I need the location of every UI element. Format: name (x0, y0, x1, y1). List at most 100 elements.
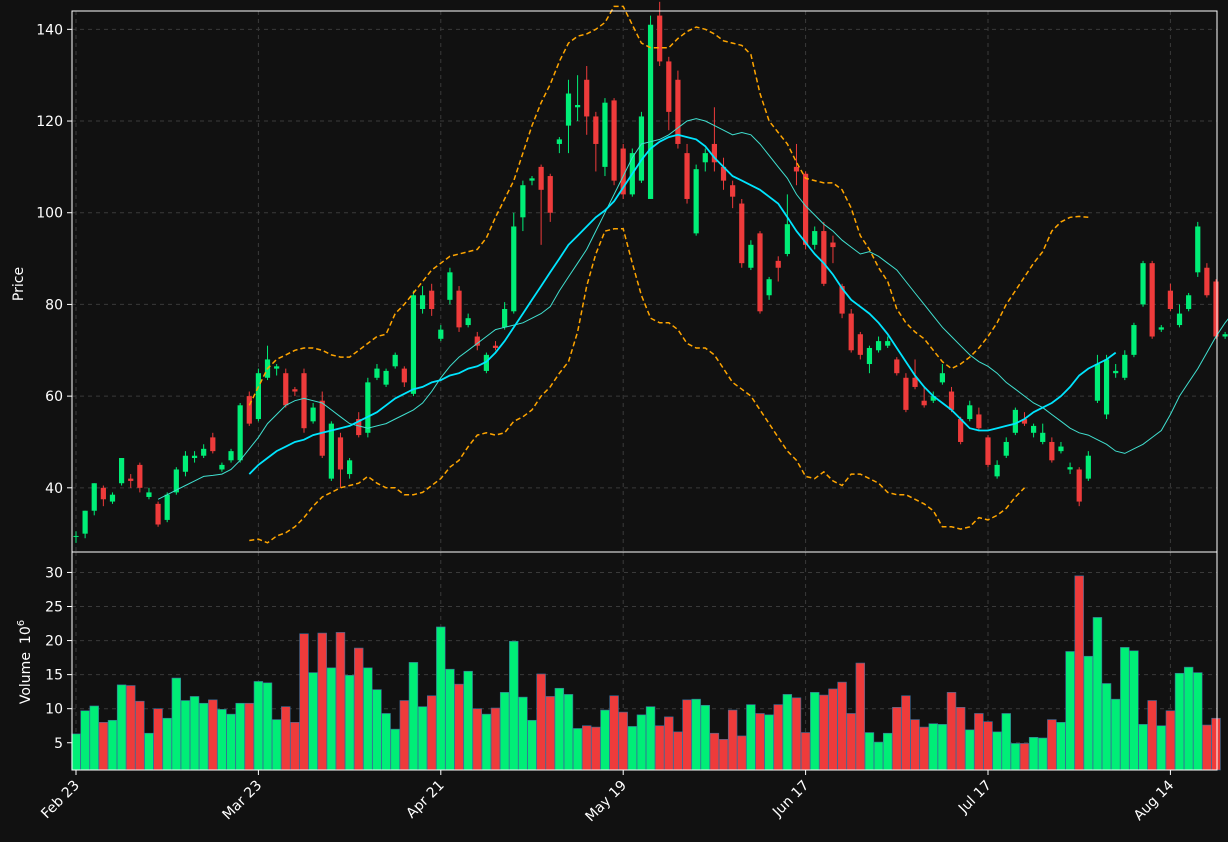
price-tick-label: 60 (45, 389, 63, 405)
candle-body (958, 419, 964, 442)
volume-bars (71, 575, 1221, 771)
volume-bar (591, 726, 601, 771)
candle-body (967, 405, 973, 420)
volume-bar (974, 713, 984, 771)
volume-bar (281, 706, 291, 771)
volume-bar (1101, 683, 1112, 771)
volume-bar (244, 702, 254, 771)
candle-body (100, 487, 106, 500)
price-tick-label: 80 (45, 297, 63, 313)
volume-bar (527, 719, 537, 771)
candle-body (921, 400, 927, 406)
volume-bar (1129, 650, 1139, 771)
volume-bar (180, 700, 191, 771)
ma-short-line (157, 118, 1228, 500)
volume-bar (1147, 700, 1157, 771)
volume-bar (992, 731, 1002, 771)
volume-y-axis: 5 10 15 20 25 30 (45, 565, 72, 752)
volume-bar (1110, 698, 1121, 771)
candle-body (1049, 441, 1055, 461)
volume-bar (600, 709, 610, 771)
volume-bar (837, 681, 847, 771)
price-tick-label: 140 (36, 22, 63, 38)
candle-body (547, 176, 553, 213)
volume-bar (317, 632, 327, 771)
volume-bar (627, 726, 638, 771)
candle-body (948, 391, 955, 410)
candle-body (483, 354, 489, 371)
candle-body (912, 377, 918, 387)
volume-bar (235, 702, 245, 771)
candle-body (1122, 354, 1128, 378)
volume-tick-label: 15 (45, 668, 63, 684)
candle-body (1195, 226, 1201, 273)
candle-body (730, 185, 736, 197)
price-axis-label: Price (11, 267, 27, 301)
candle-body (201, 448, 207, 456)
volume-bar (1065, 651, 1075, 771)
volume-bar (426, 695, 437, 771)
candle-body (684, 153, 690, 199)
volume-bar (1047, 719, 1057, 771)
candle-body (246, 396, 252, 424)
volume-bar (171, 677, 182, 771)
volume-bar (1083, 655, 1094, 771)
candle-body (520, 185, 526, 218)
candle-body (465, 318, 471, 326)
candle-body (228, 451, 234, 461)
volume-tick-label: 10 (45, 702, 63, 718)
candle-body (994, 464, 1000, 477)
volume-bar (746, 704, 756, 771)
candle-body (1204, 267, 1210, 296)
volume-bar (737, 735, 747, 771)
volume-bar (855, 662, 866, 771)
candle-body (839, 286, 845, 314)
volume-bar (983, 721, 993, 771)
volume-bar (408, 662, 419, 771)
volume-bar (162, 717, 172, 771)
price-lines (157, 5, 1228, 544)
volume-bar (271, 719, 282, 771)
volume-bar (755, 713, 765, 771)
candle-body (602, 102, 608, 167)
candle-body (848, 313, 854, 351)
candle-body (1176, 313, 1183, 326)
volume-bar (718, 739, 729, 771)
volume-bar (390, 728, 400, 771)
volume-bar (226, 713, 236, 771)
volume-bar (116, 684, 127, 771)
candle-body (492, 345, 499, 348)
candle-body (702, 153, 708, 163)
volume-bar (1056, 722, 1066, 771)
candle-body (821, 231, 827, 284)
candle-body (611, 100, 617, 181)
volume-bar (828, 688, 838, 771)
candle-body (447, 272, 453, 300)
candle-body (885, 341, 891, 346)
candle-body (638, 116, 645, 181)
candle-body (319, 400, 325, 456)
volume-bar (445, 668, 455, 771)
volume-bar (955, 707, 966, 771)
candle-body (1085, 455, 1091, 479)
candle-body (392, 354, 398, 367)
volume-bar (682, 699, 692, 771)
candle-body (328, 423, 334, 479)
volume-bar (618, 711, 628, 771)
volume-bar (1138, 724, 1148, 771)
volume-bar (919, 726, 929, 771)
volume-bar (1156, 725, 1166, 771)
volume-bar (1120, 647, 1130, 771)
candle-body (857, 334, 863, 355)
candle-body (128, 478, 134, 481)
volume-bar (463, 670, 473, 771)
volume-unit-exponent: 6 (16, 620, 27, 626)
volume-bar (381, 713, 391, 771)
volume-bar (901, 695, 911, 771)
volume-bar (673, 731, 683, 771)
candle-body (511, 226, 517, 312)
candle-body (565, 93, 572, 126)
candle-body (1094, 364, 1101, 401)
candle-body (739, 203, 745, 264)
candle-body (1012, 409, 1018, 433)
